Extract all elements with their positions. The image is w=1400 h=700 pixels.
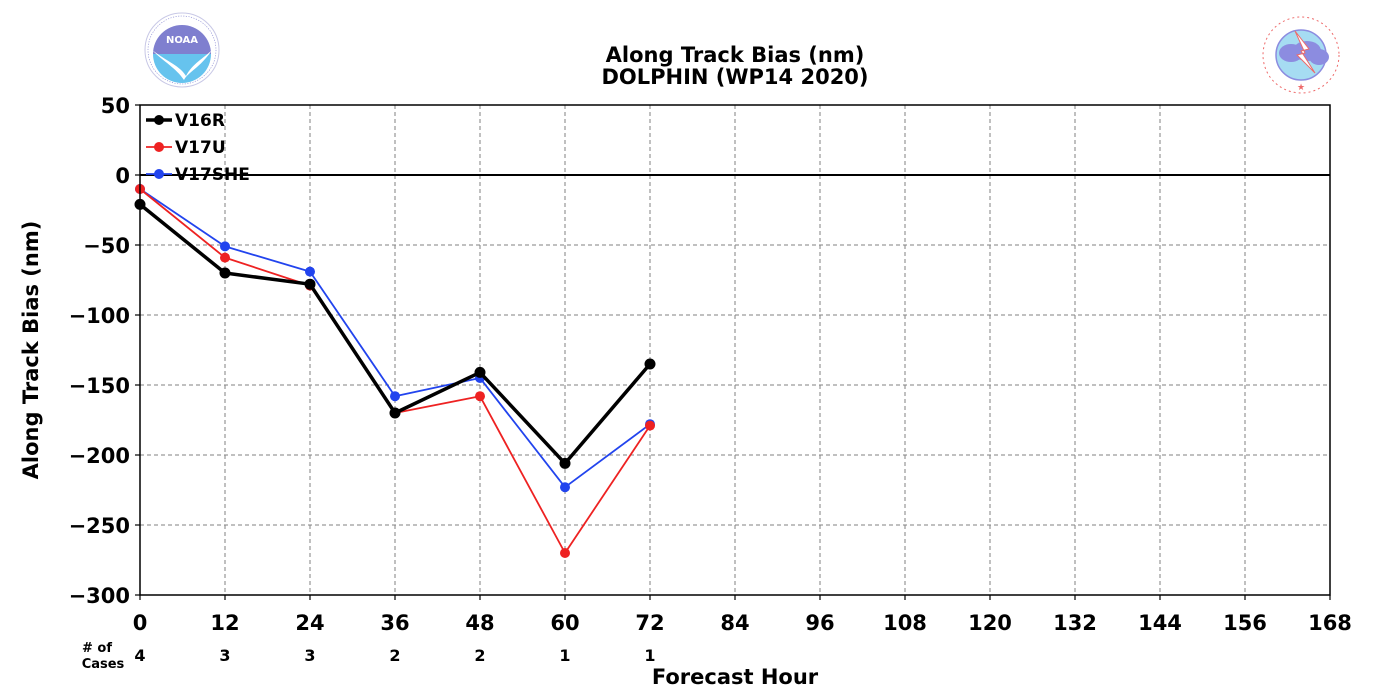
- data-point: [305, 266, 315, 277]
- data-point: [304, 278, 316, 290]
- noaa-logo-text: NOAA: [166, 35, 198, 46]
- x-tick-label: 96: [805, 611, 834, 635]
- x-axis-ticks: 0 12 24 36 48 60 72 84 96 108 120 132 144 156 168: [133, 595, 1352, 635]
- y-axis-label: Along Track Bias (nm): [19, 221, 43, 480]
- legend-item-v16r: V16R: [146, 111, 225, 131]
- case-count: 2: [389, 646, 400, 665]
- data-point: [390, 391, 400, 402]
- legend-marker: [154, 115, 164, 125]
- cases-label-line1: # of: [82, 641, 112, 656]
- x-tick-label: 36: [380, 611, 409, 635]
- cases-label-line2: Cases: [82, 657, 125, 672]
- x-tick-label: 60: [550, 611, 579, 635]
- chart-title: Along Track Bias (nm): [606, 43, 865, 67]
- data-point: [559, 457, 571, 469]
- case-count: 1: [644, 646, 655, 665]
- case-count: 1: [559, 646, 570, 665]
- data-point: [219, 267, 231, 279]
- nws-star-glyph: ★: [1297, 83, 1305, 93]
- legend-marker: [154, 169, 164, 179]
- chart-subtitle: DOLPHIN (WP14 2020): [601, 65, 868, 89]
- x-tick-label: 24: [295, 611, 324, 635]
- y-tick-label: −200: [69, 444, 130, 468]
- gridlines: [140, 105, 1330, 595]
- noaa-logo: NOAA: [144, 12, 220, 88]
- y-axis-ticks: 50 0 −50 −100 −150 −200 −250 −300: [69, 94, 140, 608]
- legend: V16R V17U V17SHE: [146, 111, 250, 185]
- series-v16r: [134, 198, 656, 469]
- data-point: [560, 482, 570, 493]
- data-point: [560, 548, 570, 558]
- y-tick-label: 50: [101, 94, 130, 118]
- nws-logo: ★: [1262, 16, 1340, 94]
- data-point: [220, 252, 230, 263]
- data-point: [389, 407, 401, 419]
- x-tick-label: 108: [883, 611, 927, 635]
- x-tick-label: 72: [635, 611, 664, 635]
- x-tick-label: 144: [1138, 611, 1182, 635]
- x-tick-label: 120: [968, 611, 1012, 635]
- x-tick-label: 168: [1308, 611, 1352, 635]
- x-tick-label: 156: [1223, 611, 1267, 635]
- legend-label: V16R: [175, 111, 225, 131]
- y-tick-label: −50: [83, 234, 130, 258]
- data-point: [474, 366, 486, 378]
- legend-item-v17u: V17U: [146, 138, 226, 158]
- data-point: [645, 420, 655, 431]
- x-tick-label: 0: [133, 611, 148, 635]
- case-count: 4: [134, 646, 145, 665]
- series-layer: [134, 184, 656, 558]
- data-point: [220, 241, 230, 252]
- legend-item-v17she: V17SHE: [146, 165, 250, 185]
- legend-label: V17SHE: [175, 165, 250, 185]
- case-count: 3: [304, 646, 315, 665]
- y-tick-label: −300: [69, 584, 130, 608]
- x-tick-label: 84: [720, 611, 749, 635]
- x-tick-label: 12: [210, 611, 239, 635]
- legend-label: V17U: [175, 138, 226, 158]
- data-point: [475, 391, 485, 402]
- y-tick-label: −100: [69, 304, 130, 328]
- case-count: 3: [219, 646, 230, 665]
- data-point: [644, 358, 656, 370]
- y-tick-label: −250: [69, 514, 130, 538]
- x-tick-label: 132: [1053, 611, 1097, 635]
- cases-row: 4 3 3 2 2 1 1: [134, 646, 655, 665]
- legend-marker: [154, 142, 164, 152]
- case-count: 2: [474, 646, 485, 665]
- x-tick-label: 48: [465, 611, 494, 635]
- y-tick-label: 0: [115, 164, 130, 188]
- y-tick-label: −150: [69, 374, 130, 398]
- x-axis-label: Forecast Hour: [652, 665, 819, 689]
